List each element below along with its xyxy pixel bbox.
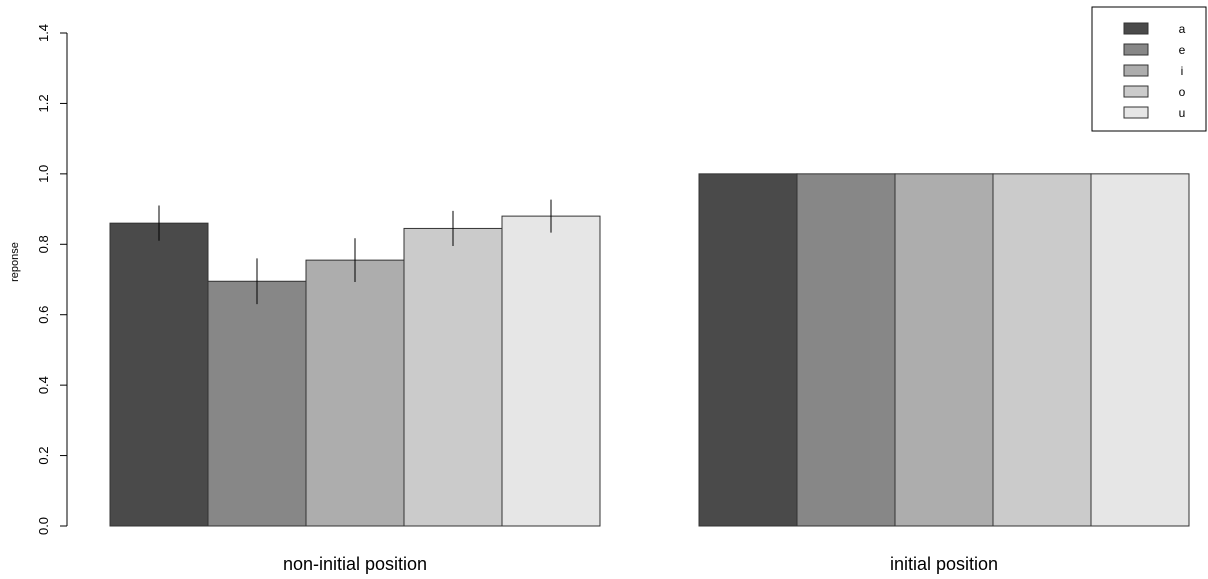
legend-box (1092, 7, 1206, 131)
legend-label-u: u (1179, 106, 1186, 120)
group-label-1: non-initial position (283, 554, 427, 574)
y-tick-label: 0.4 (36, 376, 51, 394)
y-axis: 0.0 0.2 0.4 0.6 0.8 1.0 1.2 1.4 (36, 24, 67, 535)
bar-a-group-1 (110, 223, 208, 526)
bars (110, 174, 1189, 526)
bar-u-group-1 (502, 216, 600, 526)
legend-label-e: e (1179, 43, 1186, 57)
legend-label-a: a (1179, 22, 1186, 36)
bar-e-group-2 (797, 174, 895, 526)
bar-o-group-2 (993, 174, 1091, 526)
legend-swatch-u (1124, 107, 1148, 118)
y-tick-label: 0.8 (36, 235, 51, 253)
y-tick-label: 0.0 (36, 517, 51, 535)
y-tick-label: 0.2 (36, 447, 51, 465)
y-tick-label: 0.6 (36, 306, 51, 324)
bar-o-group-1 (404, 228, 502, 526)
bar-u-group-2 (1091, 174, 1189, 526)
bar-e-group-1 (208, 281, 306, 526)
legend-swatch-a (1124, 23, 1148, 34)
legend-swatch-o (1124, 86, 1148, 97)
y-axis-label: reponse (9, 242, 21, 282)
legend-label-o: o (1179, 85, 1186, 99)
legend-label-i: i (1181, 64, 1184, 78)
group-labels: non-initial position initial position (283, 554, 998, 574)
y-tick-label: 1.2 (36, 94, 51, 112)
legend-swatch-i (1124, 65, 1148, 76)
bar-i-group-2 (895, 174, 993, 526)
bar-a-group-2 (699, 174, 797, 526)
y-tick-label: 1.0 (36, 165, 51, 183)
y-tick-label: 1.4 (36, 24, 51, 42)
bar-i-group-1 (306, 260, 404, 526)
group-label-2: initial position (890, 554, 998, 574)
legend-swatch-e (1124, 44, 1148, 55)
